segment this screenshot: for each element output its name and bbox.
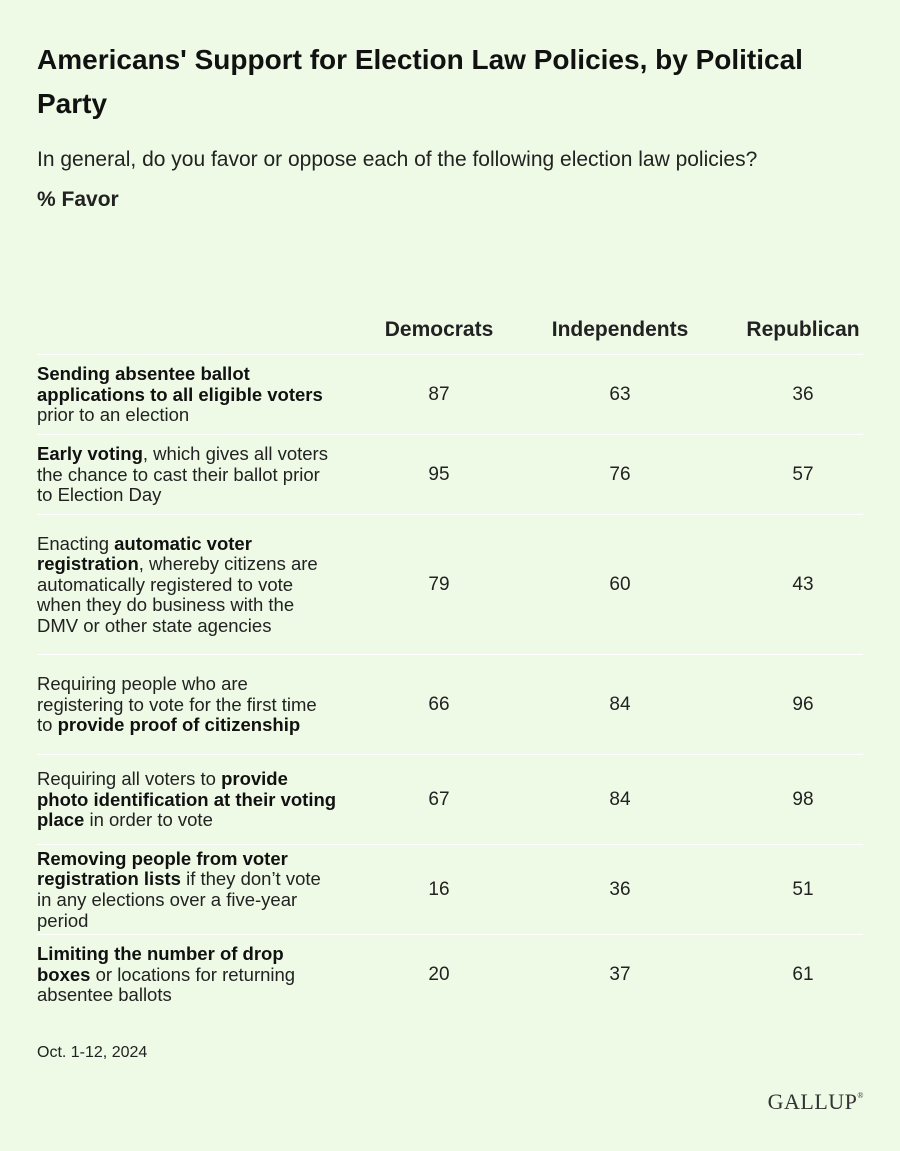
cell-value-republican: 98 xyxy=(792,789,814,810)
chart-subtitle: In general, do you favor or oppose each … xyxy=(37,148,758,171)
cell-value-independents: 84 xyxy=(609,694,631,715)
cell-value-independents: 60 xyxy=(609,574,631,595)
policy-label-bold: Limiting the number of drop boxes xyxy=(37,943,284,985)
table-row: Requiring all voters to provide photo id… xyxy=(37,754,863,845)
policy-label-text: in order to vote xyxy=(84,809,213,831)
policy-label-text: , which gives all voters the chance to c… xyxy=(37,443,328,506)
policy-label-text: Requiring people who are registering to … xyxy=(37,673,317,736)
cell-value-republican: 96 xyxy=(792,694,814,715)
table-row: Requiring people who are registering to … xyxy=(37,654,863,755)
cell-value-independents: 36 xyxy=(609,879,631,900)
cell-value-democrats: 87 xyxy=(428,384,450,405)
policy-label-bold: automatic voter registration xyxy=(37,532,252,575)
cell-value-republican: 36 xyxy=(792,384,814,405)
row-policy-label: Limiting the number of drop boxes or loc… xyxy=(37,943,337,1006)
cell-value-democrats: 16 xyxy=(428,879,450,900)
cell-value-democrats: 20 xyxy=(428,964,450,985)
policy-label-bold: provide photo identification at their vo… xyxy=(37,768,337,831)
chart-title: Americans' Support for Election Law Poli… xyxy=(37,44,803,119)
table-row: Enacting automatic voter registration, w… xyxy=(37,514,863,655)
cell-value-independents: 37 xyxy=(609,964,631,985)
row-policy-label: Removing people from voter registration … xyxy=(37,847,337,931)
unit-label: % Favor xyxy=(37,188,119,211)
row-policy-label: Sending absentee ballot applications to … xyxy=(37,363,337,426)
policy-label-text: prior to an election xyxy=(37,404,190,426)
table-row: Early voting, which gives all voters the… xyxy=(37,434,863,515)
row-policy-label: Requiring people who are registering to … xyxy=(37,673,337,736)
column-header-independents: Independents xyxy=(551,318,689,341)
registered-mark-icon: ® xyxy=(857,1091,864,1100)
table-row: Sending absentee ballot applications to … xyxy=(37,354,863,435)
policy-label-bold: Sending absentee ballot applications to … xyxy=(37,363,323,405)
policy-label-text: if they don’t vote in any elections over… xyxy=(37,868,321,931)
cell-value-republican: 57 xyxy=(792,464,814,485)
cell-value-republican: 61 xyxy=(792,964,814,985)
table-row: Limiting the number of drop boxes or loc… xyxy=(37,934,863,1015)
cell-value-republican: 51 xyxy=(792,879,814,900)
footnote-date: Oct. 1-12, 2024 xyxy=(37,1044,148,1061)
cell-value-democrats: 66 xyxy=(428,694,450,715)
policy-label-bold: Removing people from voter registration … xyxy=(37,847,288,890)
policy-label-bold: provide proof of citizenship xyxy=(57,714,301,736)
policy-label-text: Requiring all voters to xyxy=(37,768,222,790)
policy-label-text: , whereby citizens are automatically reg… xyxy=(37,553,318,636)
policy-label-text: or locations for returning absentee ball… xyxy=(37,963,296,1006)
column-header-democrats: Democrats xyxy=(384,318,494,341)
cell-value-democrats: 67 xyxy=(428,789,450,810)
row-policy-label: Requiring all voters to provide photo id… xyxy=(37,768,337,831)
table-row: Removing people from voter registration … xyxy=(37,844,863,935)
cell-value-republican: 43 xyxy=(792,574,814,595)
cell-value-independents: 63 xyxy=(609,384,631,405)
gallup-logo: GALLUP® xyxy=(768,1089,864,1115)
policy-label-bold: Early voting xyxy=(37,443,143,465)
cell-value-independents: 76 xyxy=(609,464,631,485)
column-header-republican: Republican xyxy=(746,318,860,341)
row-policy-label: Early voting, which gives all voters the… xyxy=(37,443,337,506)
cell-value-independents: 84 xyxy=(609,789,631,810)
policy-label-text: Enacting xyxy=(37,532,115,554)
row-policy-label: Enacting automatic voter registration, w… xyxy=(37,532,337,637)
cell-value-democrats: 79 xyxy=(428,574,450,595)
cell-value-democrats: 95 xyxy=(428,464,450,485)
gallup-logo-text: GALLUP xyxy=(767,1089,858,1114)
